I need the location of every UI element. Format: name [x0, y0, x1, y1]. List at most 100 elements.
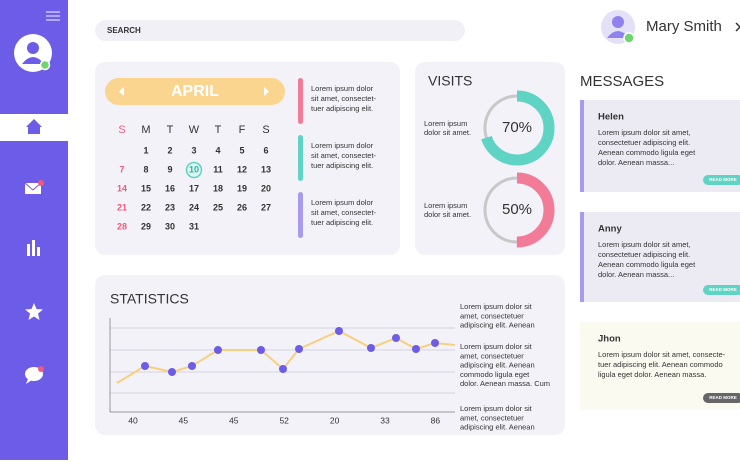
visit-label: Lorem ipsum	[424, 201, 467, 210]
note-text: Lorem ipsum dolor	[311, 198, 374, 207]
star-icon[interactable]	[25, 303, 43, 320]
day[interactable]: 18	[213, 183, 223, 193]
day[interactable]: 16	[165, 183, 175, 193]
message-text: tuer adipiscing elit. Aenean commodo	[598, 360, 723, 369]
month-pill	[105, 78, 285, 105]
visits-card	[415, 62, 565, 255]
day[interactable]: 7	[119, 164, 124, 174]
day[interactable]: 2	[167, 145, 172, 155]
prev-month[interactable]	[119, 87, 124, 96]
donut-value: 50%	[502, 201, 532, 218]
home-icon[interactable]	[26, 119, 42, 134]
statistics-title: STATISTICS	[110, 291, 189, 307]
read-more-button[interactable]	[703, 175, 740, 185]
day[interactable]: 3	[191, 145, 196, 155]
message-text: Aenean commodo ligula eget	[598, 148, 696, 157]
day[interactable]: 14	[117, 183, 127, 193]
search-placeholder: SEARCH	[107, 26, 141, 35]
chart-icon[interactable]	[27, 240, 40, 256]
day[interactable]: 30	[165, 221, 175, 231]
day[interactable]: 9	[167, 164, 172, 174]
message-text: consectetuer adipiscing elit.	[598, 138, 690, 147]
donut-arc	[479, 172, 555, 248]
message-sender: Anny	[598, 224, 622, 235]
day[interactable]: 23	[165, 202, 175, 212]
day[interactable]: 4	[215, 145, 220, 155]
statistics-note: commodo ligula eget	[460, 370, 530, 379]
day[interactable]: 11	[213, 164, 223, 174]
read-more-label[interactable]: READ MORE	[709, 287, 737, 292]
x-label: 45	[229, 415, 239, 425]
day[interactable]: 17	[189, 183, 199, 193]
day[interactable]: 12	[237, 164, 247, 174]
day[interactable]: 26	[237, 202, 247, 212]
day[interactable]: 24	[189, 202, 199, 212]
note-marker	[298, 135, 303, 181]
day[interactable]: 5	[239, 145, 244, 155]
day[interactable]: 28	[117, 221, 127, 231]
visit-label: Lorem ipsum	[424, 119, 467, 128]
message-text: ligula eget dolor. Aenean massa.	[598, 370, 706, 379]
day[interactable]: 25	[213, 202, 223, 212]
search-bar[interactable]	[95, 20, 465, 41]
mail-icon[interactable]	[24, 180, 44, 194]
message-text: Lorem ipsum dolor sit amet,	[598, 240, 691, 249]
x-label: 40	[128, 415, 138, 425]
chat-icon[interactable]	[25, 366, 44, 384]
weekday: T	[167, 124, 174, 136]
next-month[interactable]	[264, 87, 269, 96]
x-label: 45	[179, 415, 189, 425]
donut-value: 70%	[502, 119, 532, 136]
day[interactable]: 19	[237, 183, 247, 193]
today-marker	[185, 161, 203, 179]
day[interactable]: 31	[189, 221, 199, 231]
day[interactable]: 15	[141, 183, 151, 193]
weekday: W	[189, 124, 200, 136]
statistics-note: adipiscing elit. Aenean	[460, 321, 535, 330]
x-label: 52	[279, 415, 289, 425]
statistics-note: dolor. Aenean massa. Cum	[460, 379, 550, 388]
message-accent	[580, 212, 584, 302]
user-name: Mary Smith	[646, 18, 722, 35]
sidebar-avatar[interactable]	[14, 34, 52, 72]
statistics-note: Lorem ipsum dolor sit	[460, 302, 533, 311]
day[interactable]: 13	[261, 164, 271, 174]
day[interactable]: 1	[143, 145, 148, 155]
statistics-note: Lorem ipsum dolor sit	[460, 342, 533, 351]
read-more-label[interactable]: READ MORE	[709, 177, 737, 182]
note-text: sit amet, consectet-	[311, 208, 377, 217]
message-text: Lorem ipsum dolor sit amet,	[598, 128, 691, 137]
month-name: APRIL	[171, 83, 219, 100]
user-chevron[interactable]	[735, 22, 740, 32]
note-marker	[298, 78, 303, 124]
day[interactable]: 22	[141, 202, 151, 212]
message-sender: Jhon	[598, 334, 621, 345]
weekday: S	[118, 124, 125, 136]
day[interactable]: 6	[263, 145, 268, 155]
day[interactable]: 8	[143, 164, 148, 174]
donut-arc	[479, 90, 555, 166]
day[interactable]: 10	[189, 164, 199, 174]
menu-icon[interactable]	[46, 11, 60, 21]
day[interactable]: 20	[261, 183, 271, 193]
weekday: S	[262, 124, 269, 136]
day[interactable]: 27	[261, 202, 271, 212]
day[interactable]: 21	[117, 202, 127, 212]
message-sender: Helen	[598, 112, 624, 123]
sidebar	[0, 0, 68, 460]
day[interactable]: 29	[141, 221, 151, 231]
message-text: dolor. Aenean massa...	[598, 158, 674, 167]
weekday: M	[141, 124, 150, 136]
user-avatar[interactable]	[601, 10, 635, 44]
read-more-button[interactable]	[703, 393, 740, 403]
note-marker	[298, 192, 303, 238]
read-more-button[interactable]	[703, 285, 740, 295]
read-more-label[interactable]: READ MORE	[709, 395, 737, 400]
statistics-note: amet, consectetuer	[460, 413, 524, 422]
statistics-note: adipiscing elit. Aenean	[460, 423, 535, 432]
messages-title: MESSAGES	[580, 73, 664, 90]
